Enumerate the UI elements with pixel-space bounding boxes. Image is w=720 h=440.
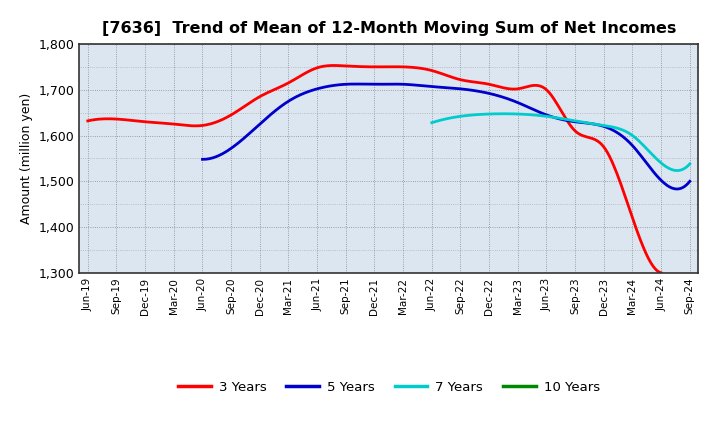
5 Years: [642, 159, 650, 165]
7 Years: [586, 121, 595, 126]
3 Years: [86, 118, 94, 123]
3 Years: [657, 270, 665, 275]
Line: 5 Years: 5 Years: [202, 84, 690, 189]
3 Years: [436, 71, 445, 76]
3 Years: [84, 118, 92, 124]
3 Years: [329, 63, 338, 68]
5 Years: [490, 92, 498, 97]
5 Years: [672, 187, 681, 192]
7 Years: [581, 120, 590, 125]
7 Years: [428, 120, 437, 125]
Line: 7 Years: 7 Years: [432, 114, 690, 171]
Y-axis label: Amount (million yen): Amount (million yen): [20, 93, 33, 224]
7 Years: [428, 120, 436, 125]
3 Years: [425, 67, 433, 73]
5 Years: [198, 157, 207, 162]
Line: 3 Years: 3 Years: [88, 66, 661, 273]
3 Years: [427, 68, 436, 73]
7 Years: [685, 161, 694, 166]
3 Years: [605, 154, 613, 159]
Legend: 3 Years, 5 Years, 7 Years, 10 Years: 3 Years, 5 Years, 7 Years, 10 Years: [172, 375, 606, 399]
7 Years: [672, 168, 681, 173]
3 Years: [569, 126, 577, 131]
7 Years: [662, 164, 671, 169]
5 Years: [199, 157, 208, 162]
5 Years: [685, 179, 694, 184]
7 Years: [646, 150, 654, 155]
7 Years: [582, 120, 590, 125]
5 Years: [488, 92, 497, 97]
Title: [7636]  Trend of Mean of 12-Month Moving Sum of Net Incomes: [7636] Trend of Mean of 12-Month Moving …: [102, 21, 676, 36]
7 Years: [499, 111, 508, 117]
5 Years: [498, 94, 507, 99]
5 Years: [351, 81, 360, 87]
5 Years: [611, 128, 619, 134]
